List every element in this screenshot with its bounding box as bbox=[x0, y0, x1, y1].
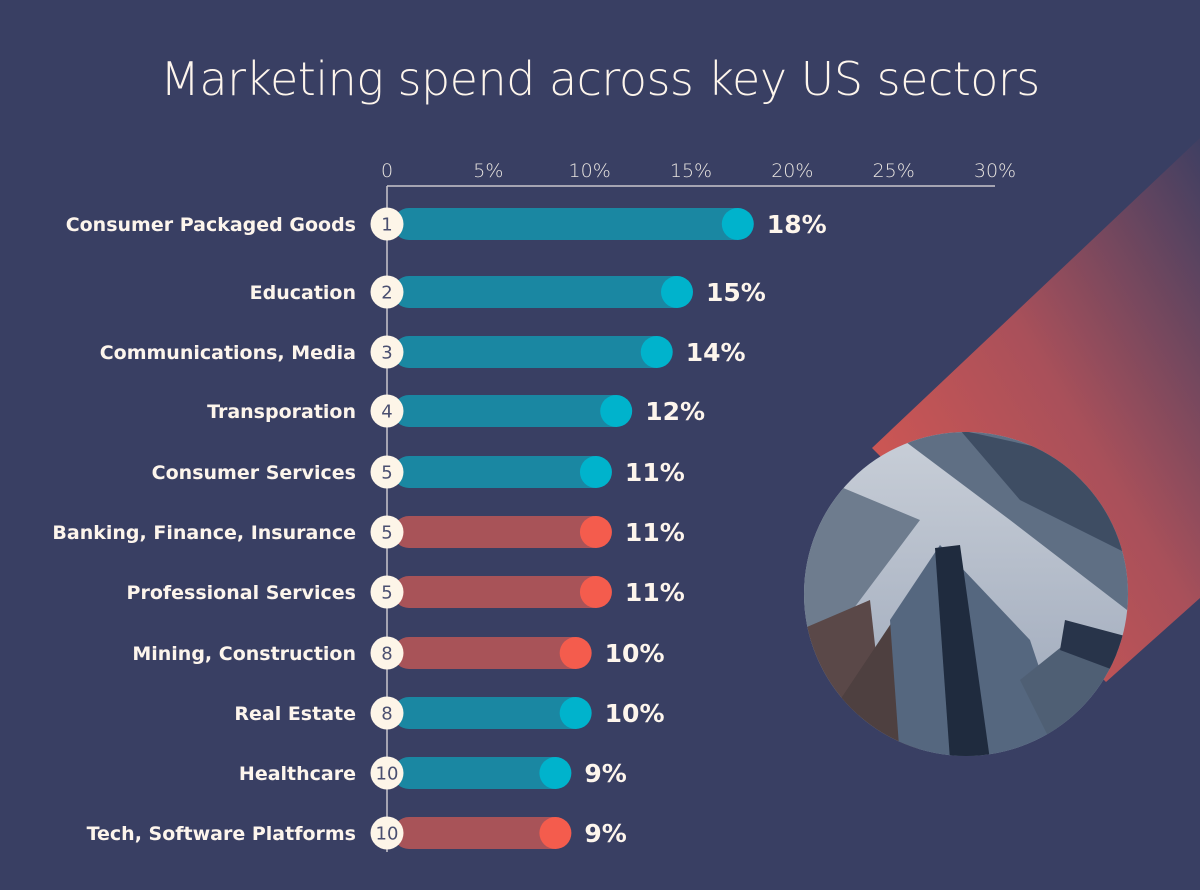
skyscrapers-photo bbox=[804, 138, 1200, 756]
x-tick-label: 20% bbox=[771, 160, 813, 182]
bar bbox=[393, 336, 671, 368]
value-label: 11% bbox=[625, 518, 685, 547]
rank-badge bbox=[370, 207, 404, 241]
category-label: Banking, Finance, Insurance bbox=[52, 522, 356, 544]
bar-row: Tech, Software Platforms 10 9% bbox=[87, 816, 627, 850]
value-label: 15% bbox=[706, 278, 766, 307]
bar bbox=[393, 757, 570, 789]
bar-row: Mining, Construction 8 10% bbox=[132, 636, 665, 670]
x-tick-label: 5% bbox=[473, 160, 503, 182]
rank-number: 2 bbox=[381, 283, 392, 304]
rank-badge bbox=[370, 816, 404, 850]
rank-badge bbox=[370, 575, 404, 609]
rank-number: 1 bbox=[381, 215, 392, 236]
category-label: Consumer Services bbox=[152, 462, 356, 484]
rank-number: 4 bbox=[381, 402, 392, 423]
bar bbox=[393, 456, 610, 488]
bar-row: Education 2 15% bbox=[250, 275, 766, 309]
bar-row: Professional Services 5 11% bbox=[127, 575, 685, 609]
bar-end-cap bbox=[721, 208, 754, 240]
bar bbox=[393, 697, 590, 729]
rank-number: 5 bbox=[381, 463, 392, 484]
value-label: 9% bbox=[584, 819, 626, 848]
bar-row: Transporation 4 12% bbox=[207, 394, 705, 428]
bar-row: Banking, Finance, Insurance 5 11% bbox=[52, 515, 685, 549]
category-label: Communications, Media bbox=[100, 342, 356, 364]
bar-row: Consumer Packaged Goods 1 18% bbox=[66, 207, 827, 241]
rank-badge bbox=[370, 275, 404, 309]
rank-number: 5 bbox=[381, 583, 392, 604]
category-label: Transporation bbox=[207, 401, 356, 423]
bar bbox=[393, 637, 590, 669]
rank-number: 8 bbox=[381, 644, 392, 665]
rank-number: 5 bbox=[381, 523, 392, 544]
bar-end-cap bbox=[579, 456, 612, 488]
bar-end-cap bbox=[559, 637, 592, 669]
value-label: 9% bbox=[584, 759, 626, 788]
category-label: Healthcare bbox=[239, 763, 356, 785]
bar-end-cap bbox=[640, 336, 673, 368]
value-label: 10% bbox=[605, 639, 665, 668]
value-label: 10% bbox=[605, 699, 665, 728]
value-label: 11% bbox=[625, 578, 685, 607]
rank-badge bbox=[370, 455, 404, 489]
bar-end-cap bbox=[539, 757, 572, 789]
x-tick-label: 10% bbox=[569, 160, 611, 182]
chart-title: Marketing spend across key US sectors bbox=[160, 52, 1040, 106]
bar bbox=[393, 576, 610, 608]
bar-end-cap bbox=[539, 817, 572, 849]
x-tick-label: 30% bbox=[974, 160, 1016, 182]
bar-row: Consumer Services 5 11% bbox=[152, 455, 685, 489]
value-label: 14% bbox=[686, 338, 746, 367]
rank-badge bbox=[370, 696, 404, 730]
rank-badge bbox=[370, 756, 404, 790]
bar-row: Healthcare 10 9% bbox=[239, 756, 627, 790]
bar-end-cap bbox=[600, 395, 633, 427]
rank-badge bbox=[370, 636, 404, 670]
value-label: 12% bbox=[645, 397, 705, 426]
value-label: 11% bbox=[625, 458, 685, 487]
x-tick-label: 25% bbox=[873, 160, 915, 182]
bar bbox=[393, 395, 631, 427]
rank-number: 10 bbox=[376, 824, 399, 845]
bar-row: Real Estate 8 10% bbox=[234, 696, 665, 730]
bar-end-cap bbox=[579, 516, 612, 548]
rank-badge bbox=[370, 335, 404, 369]
category-label: Real Estate bbox=[234, 703, 356, 725]
x-tick-label: 15% bbox=[670, 160, 712, 182]
bar bbox=[393, 817, 570, 849]
bar-end-cap bbox=[661, 276, 693, 308]
bar bbox=[393, 516, 610, 548]
bar bbox=[393, 208, 752, 240]
category-label: Education bbox=[250, 282, 356, 304]
category-label: Tech, Software Platforms bbox=[87, 823, 356, 845]
rank-badge bbox=[370, 394, 404, 428]
bar-end-cap bbox=[559, 697, 592, 729]
value-label: 18% bbox=[767, 210, 827, 239]
rank-number: 3 bbox=[381, 343, 392, 364]
rank-badge bbox=[370, 515, 404, 549]
category-label: Consumer Packaged Goods bbox=[66, 214, 356, 236]
bar bbox=[393, 276, 691, 308]
rank-number: 10 bbox=[376, 764, 399, 785]
category-label: Mining, Construction bbox=[132, 643, 356, 665]
bar-end-cap bbox=[579, 576, 612, 608]
x-tick-label: 0 bbox=[381, 160, 393, 182]
category-label: Professional Services bbox=[127, 582, 356, 604]
bar-row: Communications, Media 3 14% bbox=[100, 335, 746, 369]
rank-number: 8 bbox=[381, 704, 392, 725]
